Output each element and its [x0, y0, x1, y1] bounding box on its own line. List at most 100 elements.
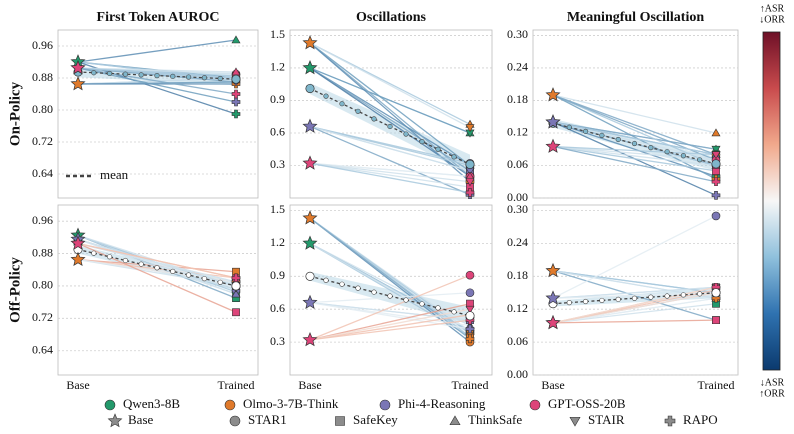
trained-point: [465, 188, 475, 197]
mean-dot: [138, 72, 144, 78]
y-tick-label: 0.3: [270, 334, 285, 348]
mean-dot: [387, 293, 393, 299]
trained-point: [231, 109, 241, 119]
change-line: [309, 308, 471, 341]
y-tick-label: 0.80: [32, 278, 53, 292]
change-line: [552, 215, 717, 299]
y-tick-label: 0.18: [507, 92, 528, 106]
row-label: On-Policy: [7, 81, 23, 146]
legend-marker: [449, 415, 461, 426]
mean-point: [231, 281, 241, 291]
base-point: [545, 262, 561, 278]
legend-marker: [104, 399, 116, 411]
panel-title: Meaningful Oscillation: [567, 10, 705, 25]
mean-dot: [435, 146, 441, 152]
colorbar-label: ↓ASR: [760, 377, 785, 388]
change-line: [309, 162, 471, 188]
mean-dot: [201, 75, 207, 81]
y-tick-label: 0.9: [270, 92, 285, 106]
base-point: [302, 294, 318, 310]
legend-label: Olmo-3-7B-Think: [243, 396, 339, 411]
change-line: [309, 42, 471, 167]
change-line: [552, 145, 717, 183]
mean-dot: [566, 300, 572, 306]
base-point: [302, 118, 318, 133]
mean-point: [711, 159, 721, 169]
trained-point: [465, 124, 475, 133]
mean-dot: [451, 309, 457, 315]
legend-label: SafeKey: [353, 412, 398, 427]
mean-dot: [106, 70, 113, 77]
legend-label: Qwen3-8B: [123, 396, 180, 411]
x-tick-label: Trained: [698, 378, 735, 392]
mean-dot: [323, 277, 329, 283]
change-line: [309, 67, 471, 134]
y-tick-label: 0.88: [32, 245, 53, 259]
mean-dot: [170, 268, 176, 274]
x-tick-label: Trained: [452, 378, 489, 392]
trained-point: [465, 288, 475, 298]
legend-label: GPT-OSS-20B: [548, 396, 626, 411]
trained-point: [465, 305, 475, 314]
change-line: [309, 125, 471, 167]
colorbar-label: ↑ORR: [759, 388, 785, 399]
change-line: [552, 145, 717, 167]
base-point: [302, 235, 318, 250]
x-tick-label: Base: [298, 378, 321, 392]
change-line: [77, 242, 237, 279]
mean-dot: [451, 154, 457, 160]
mean-dot: [387, 123, 393, 130]
y-tick-label: 0.6: [270, 301, 285, 315]
base-point: [70, 235, 86, 250]
change-line: [552, 145, 717, 172]
base-point: [70, 251, 86, 267]
legend-label: ThinkSafe: [468, 412, 522, 427]
mean-dot: [664, 149, 670, 155]
legend-label: RAPO: [683, 412, 718, 427]
row-label: Off-Policy: [7, 257, 23, 323]
y-tick-label: 1.5: [270, 27, 285, 41]
trained-point: [231, 89, 241, 99]
mean-dot: [339, 101, 345, 107]
change-line: [77, 242, 237, 313]
change-line: [552, 145, 717, 161]
x-tick-label: Base: [541, 378, 564, 392]
change-line: [77, 67, 237, 95]
mean-point: [231, 74, 241, 84]
base-point: [545, 290, 561, 305]
legend-marker: [569, 416, 581, 427]
change-line: [552, 145, 717, 156]
plot-frame: [289, 204, 493, 376]
y-tick-label: 0.06: [507, 157, 528, 171]
y-tick-label: 0.88: [32, 70, 53, 84]
change-line: [309, 303, 471, 341]
colorbar-label: ↑ASR: [760, 3, 785, 14]
mean-point: [305, 83, 315, 94]
change-line: [309, 67, 471, 167]
y-tick-label: 0.30: [507, 27, 528, 41]
mean-dot: [154, 265, 160, 271]
change-line: [309, 162, 471, 183]
y-tick-label: 0.3: [270, 157, 285, 171]
mean-dot: [138, 261, 144, 267]
trained-point: [232, 308, 240, 317]
mean-dot: [599, 132, 605, 139]
legend-label: STAR1: [248, 412, 287, 427]
base-point: [302, 35, 318, 50]
mean-dot: [186, 74, 192, 80]
mean-dot: [599, 297, 605, 304]
legend-marker: [224, 399, 236, 411]
trained-point: [711, 177, 721, 187]
change-line: [309, 162, 471, 194]
y-tick-label: 0.72: [32, 310, 53, 324]
trained-point: [711, 128, 721, 137]
mean-dot: [371, 289, 377, 295]
change-line: [552, 286, 717, 299]
plot-frame: [532, 204, 739, 376]
change-line: [552, 286, 717, 324]
change-line: [77, 67, 237, 103]
mean-dot: [648, 145, 654, 151]
base-point: [302, 210, 318, 225]
y-tick-label: 0.06: [507, 334, 528, 348]
y-tick-label: 0.24: [507, 60, 528, 74]
